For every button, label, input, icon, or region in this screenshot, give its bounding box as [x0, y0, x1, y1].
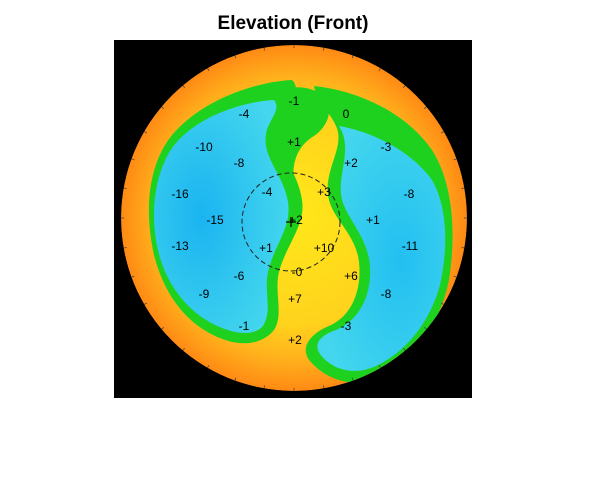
rim-tick	[402, 85, 406, 89]
dashed-reference-circle	[241, 172, 341, 272]
elev-label: -16	[171, 187, 189, 201]
rim-tick	[144, 131, 147, 134]
elevation-map-svg: -1 -4 0 +1 -10 -8 +2 -3 -16 -4 +3 -8 -15…	[114, 40, 472, 398]
rim-tick	[144, 302, 147, 305]
rim-tick	[234, 377, 237, 381]
right-depression	[317, 126, 446, 371]
rim-tick	[123, 247, 127, 249]
rim-tick	[207, 365, 210, 368]
elev-label: +1	[259, 241, 273, 255]
rim-tick	[263, 385, 265, 389]
rim-tick	[351, 55, 354, 59]
rim-tick	[161, 326, 165, 330]
rim-tick	[182, 347, 186, 351]
elev-label: 0	[343, 107, 350, 121]
rim-tick	[453, 275, 457, 278]
elev-label: +7	[288, 292, 302, 306]
center-crosshair-icon	[286, 217, 296, 227]
rim-tick	[323, 47, 325, 51]
elev-label: +3	[317, 185, 331, 199]
rim-tick	[423, 106, 427, 110]
rim-tick	[378, 68, 381, 71]
elev-label: -13	[171, 239, 189, 253]
elevation-map: -1 -4 0 +1 -10 -8 +2 -3 -16 -4 +3 -8 -15…	[114, 40, 472, 398]
rim-tick	[402, 347, 406, 351]
elev-label: -8	[381, 287, 392, 301]
rim-tick	[423, 326, 427, 330]
elev-label: -3	[381, 140, 392, 154]
rim-tick	[453, 158, 457, 161]
elev-label: +2	[289, 213, 303, 227]
chart-title: Elevation (Front)	[217, 13, 369, 34]
rim-tick	[131, 158, 135, 161]
elev-label: +1	[287, 135, 301, 149]
rim-tick	[441, 302, 444, 305]
rim-tick	[131, 275, 135, 278]
elev-label: +2	[288, 333, 302, 347]
rim-tick	[123, 187, 127, 189]
rim-tick	[263, 47, 265, 51]
elev-label: -6	[234, 269, 245, 283]
elev-label: -0	[292, 265, 303, 279]
rim-tick	[351, 377, 354, 381]
rim-tick	[323, 385, 325, 389]
rim-tick	[182, 85, 186, 89]
rim-tick	[207, 68, 210, 71]
elev-label: -1	[289, 94, 300, 108]
elev-label: -4	[239, 107, 250, 121]
elevation-labels: -1 -4 0 +1 -10 -8 +2 -3 -16 -4 +3 -8 -15…	[171, 94, 418, 347]
elev-label: +10	[314, 241, 335, 255]
rim-tick	[461, 247, 465, 249]
elev-label: -9	[199, 287, 210, 301]
elev-label: -3	[341, 319, 352, 333]
rim-tick	[461, 187, 465, 189]
elev-label: -8	[404, 187, 415, 201]
elev-label: -11	[402, 239, 419, 253]
elev-label: -1	[239, 319, 250, 333]
elev-label: -10	[195, 140, 213, 154]
rim-tick	[441, 131, 444, 134]
elev-label: -8	[234, 156, 245, 170]
elev-label: +6	[344, 269, 358, 283]
rim-tick	[378, 365, 381, 368]
elev-label: -15	[206, 213, 224, 227]
left-depression	[154, 100, 289, 333]
elev-label: +2	[344, 156, 358, 170]
rim-ticks	[121, 45, 467, 391]
rim-tick	[161, 106, 165, 110]
elev-label: -4	[262, 185, 273, 199]
elev-label: +1	[366, 213, 380, 227]
rim-tick	[234, 55, 237, 59]
